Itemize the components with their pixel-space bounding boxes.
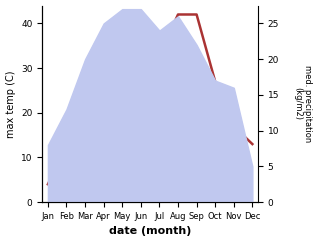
Y-axis label: max temp (C): max temp (C) [5,70,16,138]
X-axis label: date (month): date (month) [109,227,191,236]
Y-axis label: med. precipitation
(kg/m2): med. precipitation (kg/m2) [293,65,313,143]
